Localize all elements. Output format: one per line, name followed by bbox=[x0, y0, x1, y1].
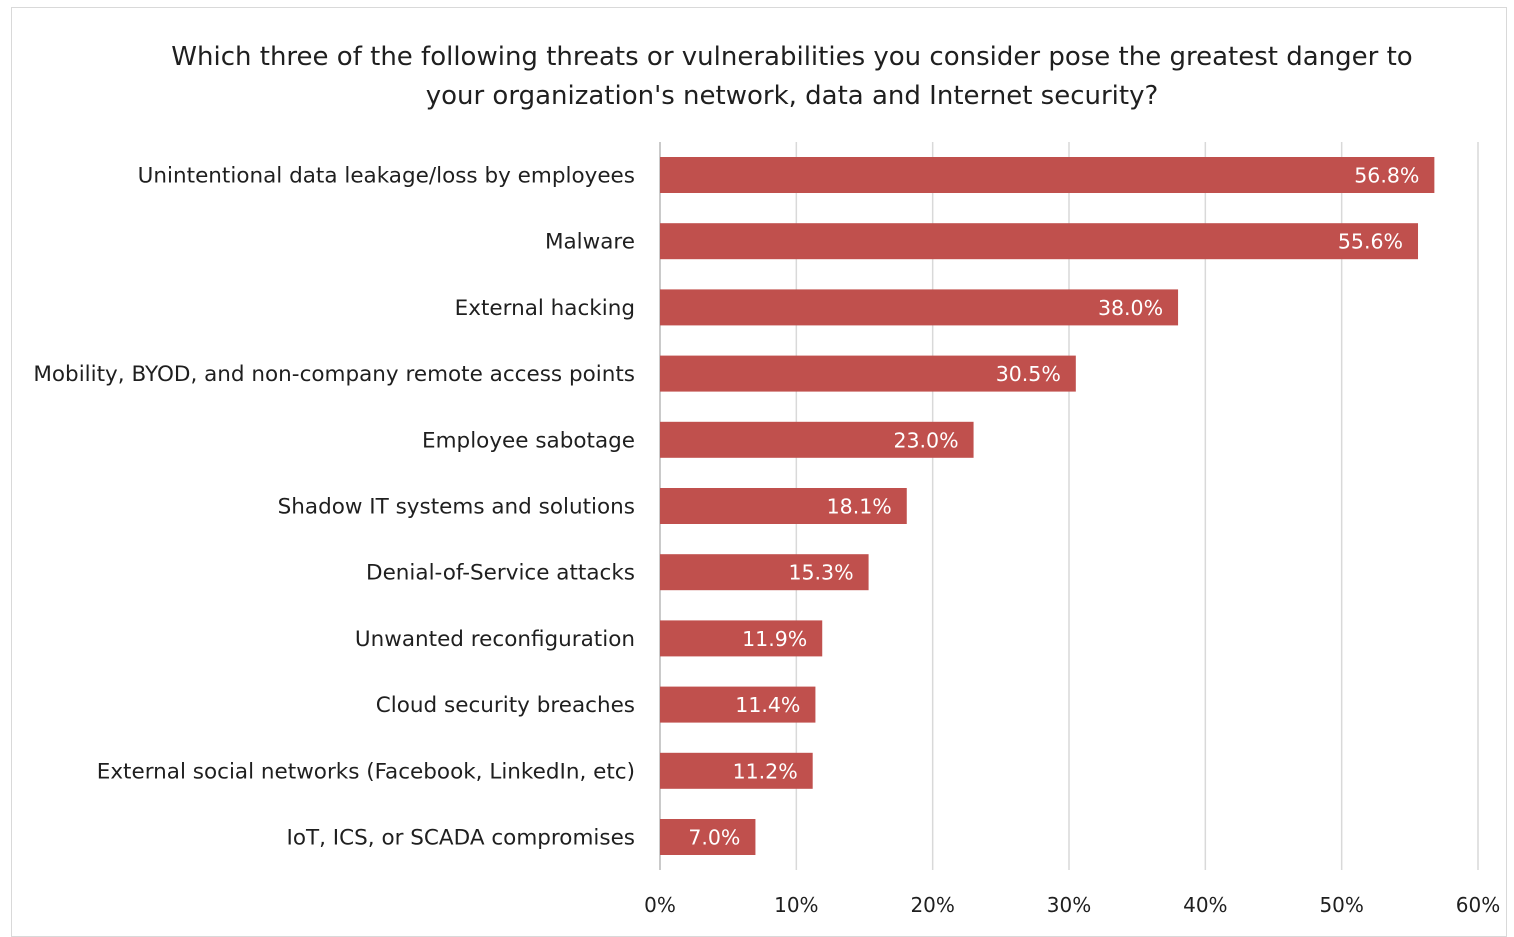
bar bbox=[660, 488, 907, 524]
category-label: Cloud security breaches bbox=[376, 693, 635, 718]
data-label: 56.8% bbox=[1354, 164, 1419, 188]
category-label: IoT, ICS, or SCADA compromises bbox=[286, 826, 635, 851]
category-label: Denial-of-Service attacks bbox=[366, 561, 635, 586]
x-tick-label: 20% bbox=[910, 893, 954, 917]
data-label: 23.0% bbox=[893, 428, 958, 452]
bar bbox=[660, 355, 1076, 392]
bar bbox=[660, 421, 974, 458]
category-label: Unintentional data leakage/loss by emplo… bbox=[138, 164, 635, 189]
chart-title-line-2: your organization's network, data and In… bbox=[425, 81, 1159, 111]
data-label: 11.2% bbox=[733, 759, 798, 783]
gridlines bbox=[659, 142, 1479, 870]
bar bbox=[660, 686, 816, 723]
bar bbox=[660, 620, 823, 657]
x-axis-tick-labels: 0% 10% 20% 30% 40% 50% 60% bbox=[644, 893, 1500, 917]
data-label: 7.0% bbox=[688, 826, 740, 850]
category-label: Shadow IT systems and solutions bbox=[278, 495, 635, 520]
bar bbox=[660, 289, 1179, 326]
bar bbox=[660, 819, 756, 855]
bar bbox=[660, 752, 813, 789]
data-label: 11.4% bbox=[735, 693, 800, 717]
bar bbox=[660, 554, 869, 591]
bar bbox=[660, 157, 1435, 193]
chart-title-line-1: Which three of the following threats or … bbox=[171, 42, 1413, 72]
data-label: 15.3% bbox=[788, 561, 853, 585]
category-label: Mobility, BYOD, and non-company remote a… bbox=[33, 362, 635, 387]
category-label: Malware bbox=[545, 230, 635, 255]
x-tick-label: 10% bbox=[774, 893, 818, 917]
x-tick-label: 40% bbox=[1183, 893, 1227, 917]
data-label: 55.6% bbox=[1338, 230, 1403, 254]
data-label: 18.1% bbox=[827, 495, 892, 519]
x-tick-label: 0% bbox=[644, 893, 676, 917]
data-label: 11.9% bbox=[742, 627, 807, 651]
category-label: Unwanted reconfiguration bbox=[355, 627, 635, 652]
data-label: 30.5% bbox=[996, 362, 1061, 386]
category-label: Employee sabotage bbox=[422, 428, 635, 453]
category-label: External social networks (Facebook, Link… bbox=[97, 759, 635, 784]
category-labels: Unintentional data leakage/loss by emplo… bbox=[33, 164, 635, 851]
bars: 56.8% 55.6% 38.0% 30.5% 23.0% 18.1% 15.3% 11.9%… bbox=[660, 157, 1435, 855]
x-tick-label: 60% bbox=[1456, 893, 1500, 917]
data-label: 38.0% bbox=[1098, 296, 1163, 320]
category-label: External hacking bbox=[455, 296, 635, 321]
bar bbox=[660, 223, 1419, 260]
x-tick-label: 50% bbox=[1319, 893, 1363, 917]
x-tick-label: 30% bbox=[1047, 893, 1091, 917]
